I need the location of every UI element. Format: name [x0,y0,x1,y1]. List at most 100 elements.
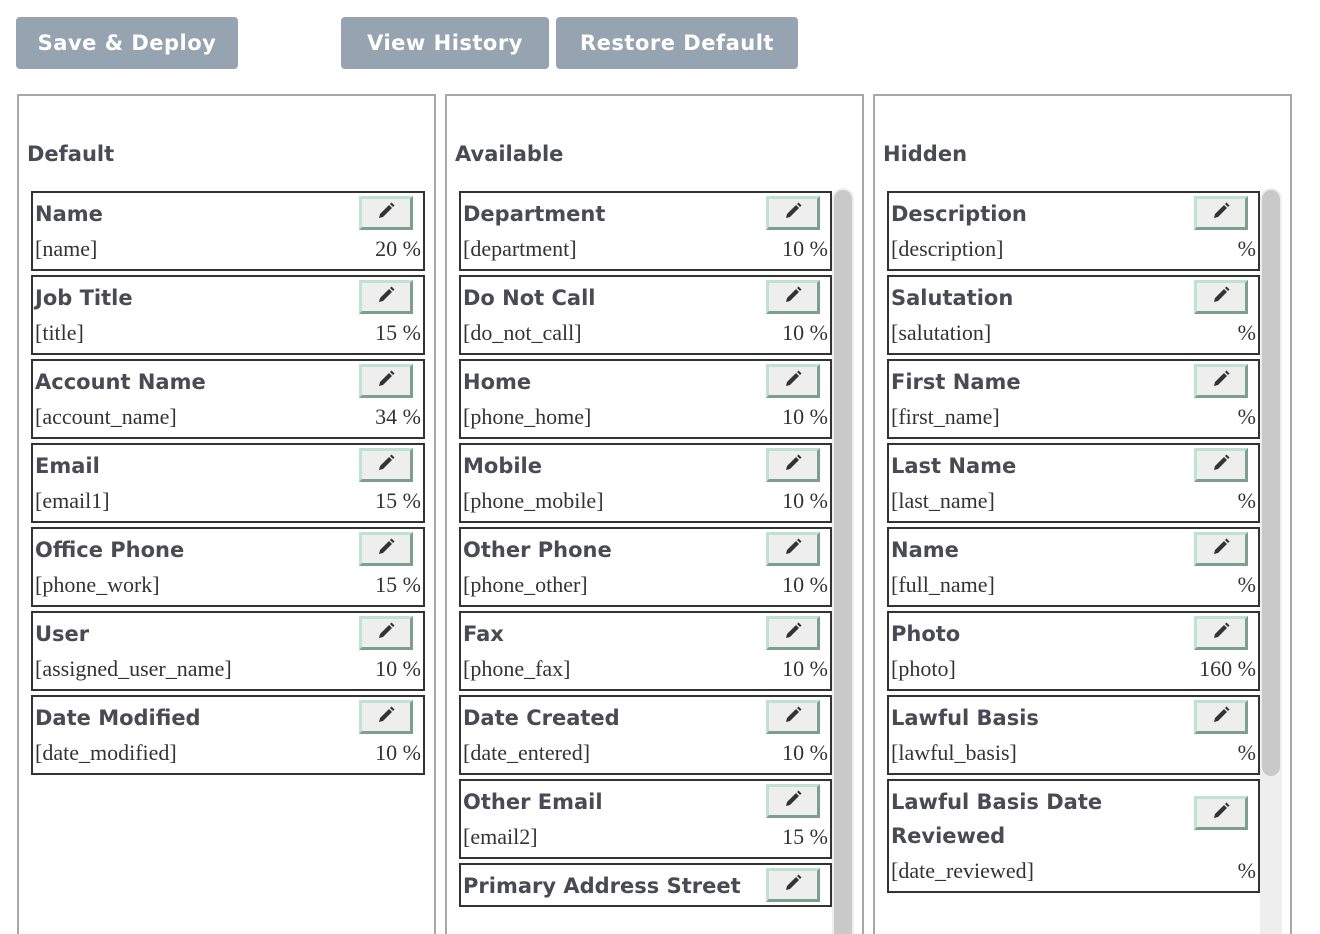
edit-button[interactable] [766,616,820,650]
field-card[interactable]: Other Email [email2] 15 % [459,779,832,859]
save-deploy-button[interactable]: Save & Deploy [16,17,238,69]
edit-button[interactable] [359,700,413,734]
field-list[interactable]: Department [department] 10 % Do Not Call… [459,191,832,911]
edit-button[interactable] [1194,448,1248,482]
field-name: [full_name] [891,572,995,597]
pencil-icon [783,285,803,310]
field-card[interactable]: Other Phone [phone_other] 10 % [459,527,832,607]
edit-button[interactable] [1194,796,1248,830]
edit-button[interactable] [766,280,820,314]
field-label: Job Title [35,286,133,310]
field-card[interactable]: Photo [photo] 160 % [887,611,1260,691]
edit-button[interactable] [359,280,413,314]
edit-button[interactable] [766,868,820,902]
view-history-button[interactable]: View History [341,17,549,69]
edit-button[interactable] [766,784,820,818]
field-label: Office Phone [35,538,185,562]
edit-button[interactable] [766,448,820,482]
field-name: [lawful_basis] [891,740,1017,765]
scrollbar-thumb[interactable] [834,190,852,934]
field-card[interactable]: Email [email1] 15 % [31,443,425,523]
column-available: Available Department [department] 10 % D… [445,94,864,934]
field-name: [account_name] [35,404,177,429]
field-label: Lawful Basis [891,706,1039,730]
edit-button[interactable] [1194,280,1248,314]
field-label: First Name [891,370,1021,394]
field-label: Lawful Basis Date Reviewed [891,790,1103,848]
column-hidden: Hidden Description [description] % Salut… [873,94,1292,934]
field-card[interactable]: Lawful Basis Date Reviewed [date_reviewe… [887,779,1260,893]
field-card[interactable]: User [assigned_user_name] 10 % [31,611,425,691]
field-width: 10 % [782,320,828,345]
pencil-icon [376,705,396,730]
field-label: Name [891,538,959,562]
edit-button[interactable] [359,532,413,566]
restore-default-button[interactable]: Restore Default [556,17,798,69]
field-card[interactable]: Job Title [title] 15 % [31,275,425,355]
pencil-icon [783,789,803,814]
scrollbar-thumb[interactable] [1262,190,1280,776]
field-card[interactable]: Office Phone [phone_work] 15 % [31,527,425,607]
field-width: 10 % [782,488,828,513]
edit-button[interactable] [1194,616,1248,650]
field-card[interactable]: Name [full_name] % [887,527,1260,607]
edit-button[interactable] [1194,364,1248,398]
field-name: [photo] [891,656,956,681]
edit-button[interactable] [359,448,413,482]
field-width: 15 % [782,824,828,849]
field-name: [phone_mobile] [463,488,604,513]
field-label: Fax [463,622,504,646]
field-width: 10 % [375,656,421,681]
edit-button[interactable] [766,700,820,734]
edit-button[interactable] [766,364,820,398]
field-card[interactable]: Account Name [account_name] 34 % [31,359,425,439]
pencil-icon [376,537,396,562]
edit-button[interactable] [766,196,820,230]
field-card[interactable]: Fax [phone_fax] 10 % [459,611,832,691]
pencil-icon [376,285,396,310]
field-label: Primary Address Street [463,874,741,898]
field-width: 10 % [782,236,828,261]
field-width: 15 % [375,572,421,597]
pencil-icon [783,369,803,394]
field-width: 10 % [375,740,421,765]
field-name: [do_not_call] [463,320,582,345]
field-name: [first_name] [891,404,1000,429]
field-card[interactable]: Date Modified [date_modified] 10 % [31,695,425,775]
field-card[interactable]: Description [description] % [887,191,1260,271]
field-card[interactable]: Primary Address Street [459,863,832,907]
scrollbar[interactable] [832,188,854,934]
pencil-icon [783,537,803,562]
field-width: 34 % [375,404,421,429]
edit-button[interactable] [359,364,413,398]
edit-button[interactable] [766,532,820,566]
field-card[interactable]: Salutation [salutation] % [887,275,1260,355]
field-list[interactable]: Description [description] % Salutation [… [887,191,1260,897]
field-width: % [1237,320,1256,345]
column-title: Available [455,142,564,166]
edit-button[interactable] [1194,700,1248,734]
field-list[interactable]: Name [name] 20 % Job Title [title] 15 % … [31,191,425,779]
field-card[interactable]: First Name [first_name] % [887,359,1260,439]
field-card[interactable]: Mobile [phone_mobile] 10 % [459,443,832,523]
field-label: Mobile [463,454,542,478]
field-width: % [1237,858,1256,883]
edit-button[interactable] [359,616,413,650]
field-card[interactable]: Date Created [date_entered] 10 % [459,695,832,775]
field-card[interactable]: Lawful Basis [lawful_basis] % [887,695,1260,775]
field-card[interactable]: Name [name] 20 % [31,191,425,271]
pencil-icon [1211,537,1231,562]
field-card[interactable]: Department [department] 10 % [459,191,832,271]
field-card[interactable]: Do Not Call [do_not_call] 10 % [459,275,832,355]
field-width: 20 % [375,236,421,261]
field-card[interactable]: Last Name [last_name] % [887,443,1260,523]
pencil-icon [783,621,803,646]
field-card[interactable]: Home [phone_home] 10 % [459,359,832,439]
column-default: Default Name [name] 20 % Job Title [titl… [17,94,436,934]
scrollbar[interactable] [1260,188,1282,934]
edit-button[interactable] [1194,196,1248,230]
field-name: [date_reviewed] [891,858,1034,883]
field-label: Photo [891,622,961,646]
edit-button[interactable] [359,196,413,230]
edit-button[interactable] [1194,532,1248,566]
